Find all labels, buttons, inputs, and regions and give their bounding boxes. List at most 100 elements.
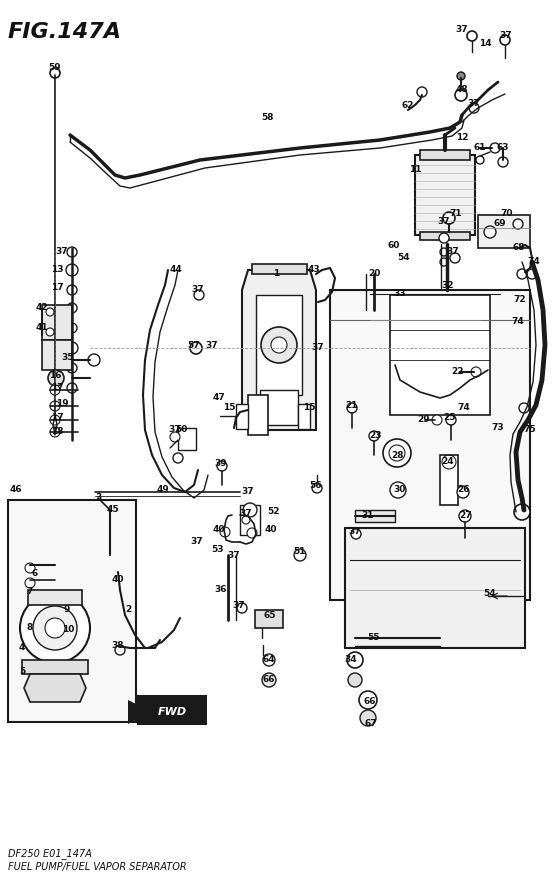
- Circle shape: [67, 247, 77, 257]
- Circle shape: [170, 432, 180, 442]
- Text: 54: 54: [398, 254, 410, 263]
- Text: 45: 45: [107, 506, 119, 514]
- Text: 37: 37: [233, 601, 245, 611]
- Text: 34: 34: [345, 656, 357, 665]
- Text: 50: 50: [175, 425, 187, 435]
- Text: 62: 62: [402, 101, 414, 110]
- Circle shape: [439, 233, 449, 243]
- Text: 25: 25: [444, 414, 456, 423]
- Circle shape: [66, 264, 78, 276]
- Text: 48: 48: [456, 86, 468, 95]
- Circle shape: [459, 510, 471, 522]
- Circle shape: [490, 143, 500, 153]
- Text: 53: 53: [212, 545, 224, 554]
- Text: 66: 66: [263, 675, 276, 684]
- Text: 41: 41: [36, 324, 48, 332]
- Circle shape: [20, 593, 90, 663]
- Bar: [420, 150, 470, 160]
- Text: 73: 73: [492, 423, 505, 432]
- Circle shape: [25, 578, 35, 588]
- Text: 14: 14: [479, 40, 491, 49]
- Text: 60: 60: [388, 241, 400, 250]
- Circle shape: [46, 308, 54, 316]
- Circle shape: [500, 35, 510, 45]
- Circle shape: [440, 248, 448, 256]
- Circle shape: [457, 486, 469, 498]
- Text: 1: 1: [273, 270, 279, 278]
- Circle shape: [359, 691, 377, 709]
- Text: 32: 32: [442, 281, 454, 291]
- Text: 10: 10: [62, 626, 74, 635]
- Circle shape: [476, 156, 484, 164]
- Circle shape: [294, 549, 306, 561]
- Text: 35: 35: [62, 354, 74, 362]
- Text: 4: 4: [19, 644, 25, 652]
- Circle shape: [173, 453, 183, 463]
- Circle shape: [498, 157, 508, 167]
- Text: 30: 30: [394, 485, 406, 494]
- Circle shape: [67, 303, 77, 313]
- Text: 28: 28: [391, 452, 403, 461]
- Text: 15: 15: [303, 403, 315, 413]
- Bar: [415, 155, 475, 235]
- Bar: [345, 528, 525, 648]
- Text: 51: 51: [293, 547, 305, 557]
- Text: FWD: FWD: [157, 707, 186, 717]
- Text: 12: 12: [456, 133, 468, 142]
- Text: 37: 37: [438, 217, 450, 226]
- Text: 26: 26: [458, 485, 470, 494]
- Circle shape: [514, 504, 530, 520]
- Circle shape: [263, 654, 275, 666]
- Text: 37: 37: [468, 98, 480, 108]
- Text: 72: 72: [514, 295, 526, 304]
- Circle shape: [519, 403, 529, 413]
- Bar: [260, 390, 298, 425]
- Text: 5: 5: [19, 667, 25, 676]
- Text: 29: 29: [418, 415, 430, 424]
- Circle shape: [261, 327, 297, 363]
- Circle shape: [383, 439, 411, 467]
- Circle shape: [457, 72, 465, 80]
- Text: 39: 39: [214, 460, 227, 469]
- Circle shape: [67, 285, 77, 295]
- Polygon shape: [42, 340, 72, 370]
- Text: 46: 46: [10, 485, 22, 494]
- Text: 49: 49: [157, 485, 169, 494]
- Text: FIG.147A: FIG.147A: [8, 22, 122, 42]
- Text: 37: 37: [312, 344, 324, 353]
- Circle shape: [33, 606, 77, 650]
- Text: 17: 17: [51, 384, 63, 392]
- Text: 31: 31: [362, 512, 374, 521]
- Circle shape: [471, 367, 481, 377]
- Text: 17: 17: [51, 414, 63, 423]
- Text: 68: 68: [513, 243, 525, 253]
- Circle shape: [194, 290, 204, 300]
- Text: 37: 37: [242, 487, 254, 497]
- Circle shape: [262, 673, 276, 687]
- Bar: [178, 428, 196, 450]
- Circle shape: [513, 219, 523, 229]
- Text: 24: 24: [442, 458, 454, 467]
- Text: 37: 37: [240, 509, 253, 519]
- Polygon shape: [242, 270, 316, 430]
- Text: 44: 44: [170, 265, 183, 275]
- Text: 8: 8: [27, 623, 33, 632]
- Text: 56: 56: [309, 482, 321, 491]
- Text: 42: 42: [36, 303, 48, 313]
- Polygon shape: [24, 674, 86, 702]
- Circle shape: [443, 212, 455, 224]
- Circle shape: [115, 645, 125, 655]
- Text: 17: 17: [51, 284, 63, 293]
- Text: 21: 21: [346, 401, 358, 410]
- Text: 71: 71: [450, 209, 463, 217]
- Text: 37: 37: [447, 248, 459, 256]
- Bar: [255, 610, 283, 628]
- Circle shape: [455, 89, 467, 101]
- Text: 22: 22: [452, 368, 464, 377]
- Bar: [355, 510, 395, 522]
- Bar: [28, 590, 82, 605]
- Circle shape: [347, 652, 363, 668]
- Circle shape: [243, 503, 257, 517]
- Circle shape: [450, 253, 460, 263]
- Text: 75: 75: [524, 425, 536, 435]
